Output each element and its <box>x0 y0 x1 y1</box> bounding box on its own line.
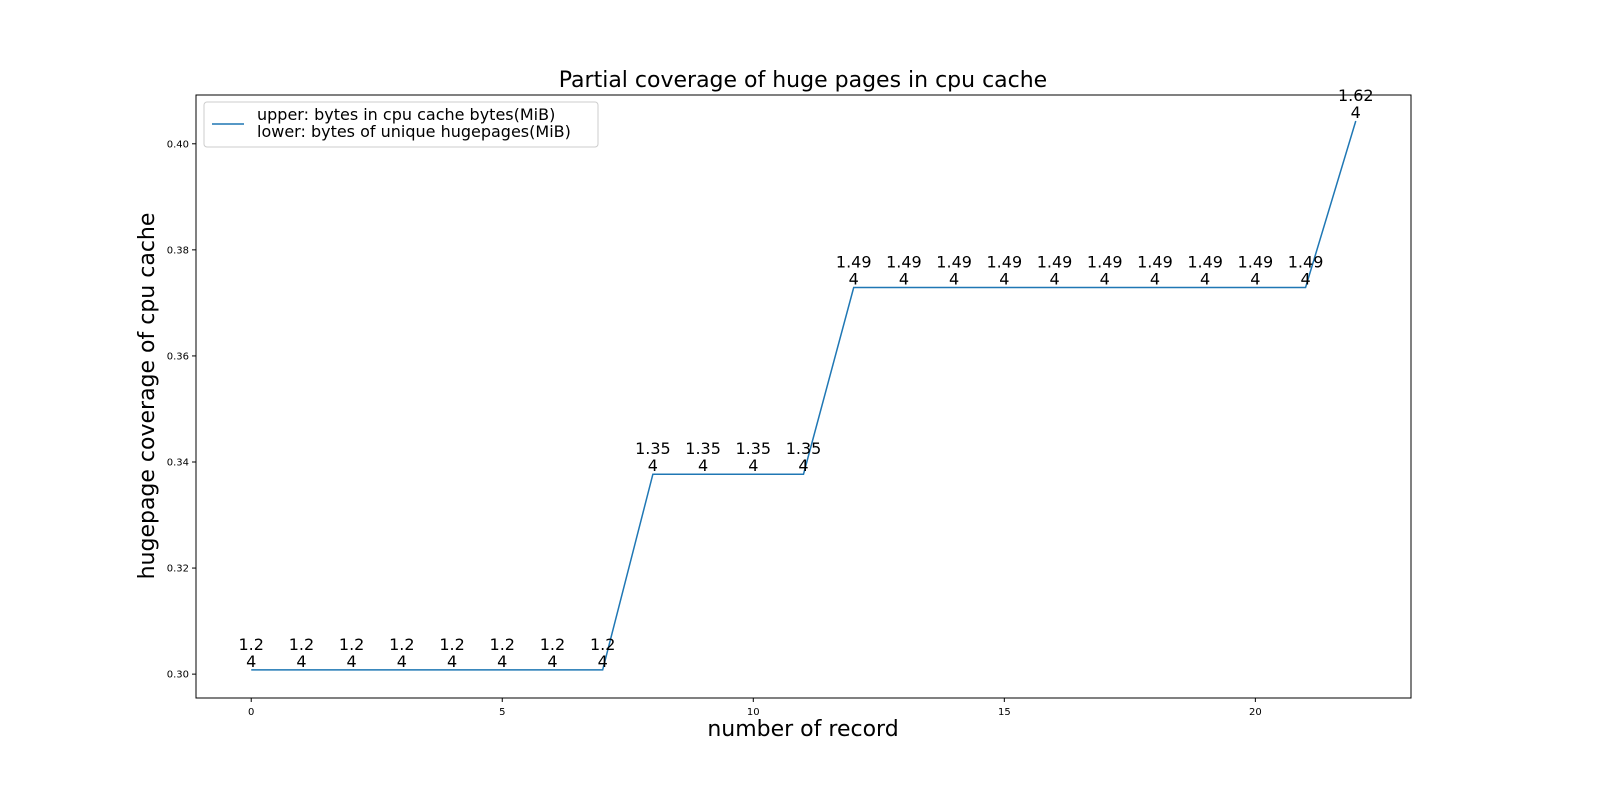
data-label-lower: 4 <box>497 652 507 671</box>
y-tick-label: 0.40 <box>167 139 189 150</box>
data-label-lower: 4 <box>648 456 658 475</box>
x-tick-label: 15 <box>998 707 1011 718</box>
data-label-lower: 4 <box>1300 270 1310 289</box>
data-label-upper: 1.35 <box>635 439 671 458</box>
data-label-lower: 4 <box>1150 270 1160 289</box>
data-label-lower: 4 <box>949 270 959 289</box>
data-label-upper: 1.2 <box>339 635 364 654</box>
data-label-upper: 1.49 <box>936 253 972 272</box>
data-label-lower: 4 <box>748 456 758 475</box>
data-label-upper: 1.2 <box>490 635 515 654</box>
data-labels: 1.241.241.241.241.241.241.241.241.3541.3… <box>239 86 1374 671</box>
data-label-upper: 1.2 <box>239 635 264 654</box>
data-label-upper: 1.49 <box>1238 253 1274 272</box>
data-label-upper: 1.49 <box>836 253 872 272</box>
data-label-lower: 4 <box>999 270 1009 289</box>
data-label-lower: 4 <box>1049 270 1059 289</box>
data-label-lower: 4 <box>547 652 557 671</box>
series-line <box>251 120 1357 671</box>
y-tick-label: 0.38 <box>167 245 189 256</box>
legend-box <box>203 101 599 148</box>
data-label-lower: 4 <box>849 270 859 289</box>
data-label-upper: 1.35 <box>685 439 721 458</box>
y-axis-label: hugepage coverage of cpu cache <box>135 213 160 580</box>
data-label-upper: 1.49 <box>1288 253 1324 272</box>
chart-title: Partial coverage of huge pages in cpu ca… <box>559 68 1047 93</box>
data-label-upper: 1.2 <box>590 635 615 654</box>
y-tick-label: 0.30 <box>167 670 189 681</box>
data-label-lower: 4 <box>246 652 256 671</box>
x-tick-label: 5 <box>499 707 505 718</box>
data-label-upper: 1.49 <box>1137 253 1173 272</box>
x-tick-label: 0 <box>248 707 254 718</box>
data-label-lower: 4 <box>698 456 708 475</box>
plot-area <box>195 94 1412 699</box>
data-label-lower: 4 <box>1250 270 1260 289</box>
data-label-lower: 4 <box>347 652 357 671</box>
data-label-upper: 1.49 <box>886 253 922 272</box>
data-label-upper: 1.35 <box>735 439 771 458</box>
data-label-lower: 4 <box>296 652 306 671</box>
data-label-lower: 4 <box>397 652 407 671</box>
data-label-upper: 1.49 <box>987 253 1023 272</box>
data-label-upper: 1.62 <box>1338 86 1374 105</box>
data-label-upper: 1.2 <box>289 635 314 654</box>
x-tick-label: 10 <box>747 707 760 718</box>
data-label-lower: 4 <box>798 456 808 475</box>
data-label-upper: 1.2 <box>540 635 565 654</box>
legend-entry-lower: lower: bytes of unique hugepages(MiB) <box>257 122 571 141</box>
y-tick-label: 0.36 <box>167 351 189 362</box>
data-label-upper: 1.2 <box>389 635 414 654</box>
x-axis-label: number of record <box>707 717 898 742</box>
data-label-upper: 1.35 <box>786 439 822 458</box>
data-label-lower: 4 <box>447 652 457 671</box>
data-label-lower: 4 <box>598 652 608 671</box>
data-label-upper: 1.49 <box>1187 253 1223 272</box>
series-layer <box>251 120 1357 671</box>
y-tick-label: 0.34 <box>167 457 189 468</box>
data-label-upper: 1.49 <box>1037 253 1073 272</box>
x-tick-label: 20 <box>1249 707 1262 718</box>
data-label-upper: 1.49 <box>1087 253 1123 272</box>
data-label-lower: 4 <box>1200 270 1210 289</box>
data-label-lower: 4 <box>899 270 909 289</box>
y-tick-label: 0.32 <box>167 564 189 575</box>
data-label-lower: 4 <box>1351 103 1361 122</box>
x-axis: 0 5 10 15 20 <box>248 698 1262 718</box>
y-axis: 0.30 0.32 0.34 0.36 0.38 0.40 <box>167 139 196 681</box>
data-label-lower: 4 <box>1100 270 1110 289</box>
legend-entry-upper: upper: bytes in cpu cache bytes(MiB) <box>257 105 555 124</box>
data-label-upper: 1.2 <box>439 635 464 654</box>
legend: upper: bytes in cpu cache bytes(MiB) low… <box>203 101 599 148</box>
